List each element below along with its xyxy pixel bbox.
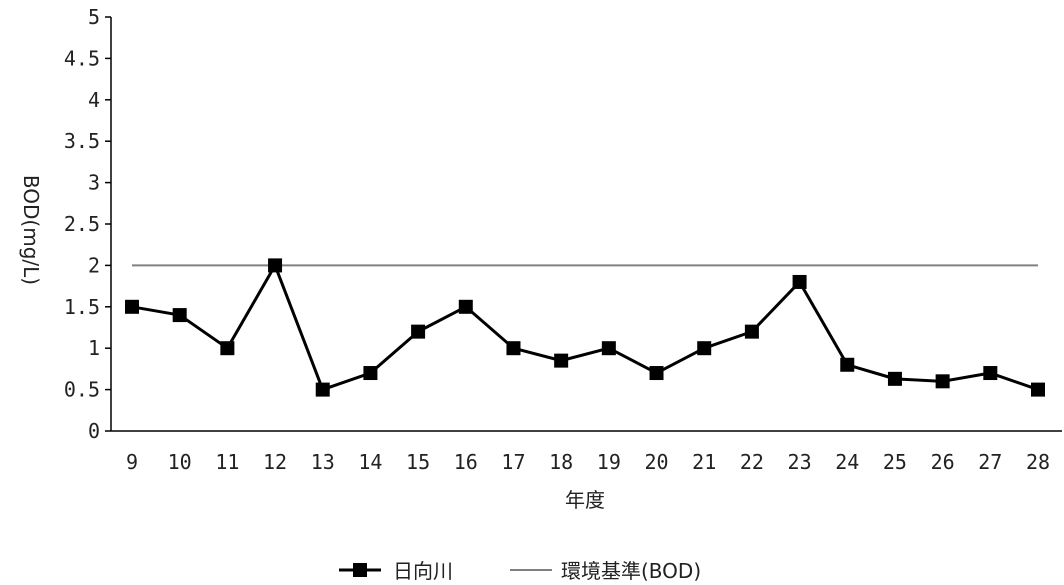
x-tick-label: 19: [597, 450, 621, 474]
y-tick-label: 2.5: [64, 212, 100, 236]
data-point-marker: [697, 341, 712, 356]
data-point-marker: [744, 324, 759, 339]
y-tick-label: 4: [88, 88, 100, 112]
data-point-marker: [268, 258, 283, 273]
series-layer: [125, 258, 1045, 397]
data-point-marker: [458, 299, 473, 314]
data-point-marker: [935, 374, 950, 389]
data-point-marker: [363, 366, 378, 381]
y-tick-label: 1.5: [64, 295, 100, 319]
x-tick-label: 13: [311, 450, 335, 474]
series-line-river: [131, 263, 1039, 392]
data-point-marker: [792, 274, 807, 289]
legend-item-nikko-river: 日向川: [339, 559, 453, 583]
data-point-marker: [887, 371, 902, 386]
data-point-marker: [172, 308, 187, 323]
x-tick-label: 21: [692, 450, 716, 474]
x-tick-label: 16: [454, 450, 478, 474]
data-point-marker: [983, 366, 998, 381]
data-point-marker: [125, 299, 139, 314]
x-tick-label: 28: [1026, 450, 1050, 474]
x-tick-label: 18: [549, 450, 573, 474]
x-tick-label: 11: [215, 450, 239, 474]
x-axis-title: 年度: [565, 488, 605, 512]
legend-label-environmental-standard: 環境基準(BOD): [561, 559, 701, 583]
x-tick-label: 20: [644, 450, 668, 474]
legend-marker-square-icon: [353, 563, 367, 577]
x-tick-label: 9: [126, 450, 138, 474]
series-0: [125, 258, 1045, 397]
plot-area: 0 0.5 1 1.5 2 2.5 3 3.5 4 4.5 5 9 10 11 12 13 14 15 16 17 1…: [64, 5, 1062, 474]
data-point-marker: [411, 324, 426, 339]
data-point-marker: [554, 353, 569, 368]
y-tick-label: 1: [88, 336, 100, 360]
x-tick-label: 14: [358, 450, 382, 474]
y-tick-label: 3.5: [64, 129, 100, 153]
data-point-marker: [649, 366, 664, 381]
y-axis-title: BOD(mg/L): [19, 175, 43, 285]
legend-label-nikko-river: 日向川: [393, 559, 453, 583]
y-tick-label: 0.5: [64, 378, 100, 402]
data-point-marker: [220, 341, 235, 356]
data-point-marker: [840, 357, 855, 372]
data-point-marker: [1031, 382, 1045, 397]
x-tick-label: 17: [501, 450, 525, 474]
x-tick-label: 10: [168, 450, 192, 474]
x-tick-label: 25: [883, 450, 907, 474]
data-point-marker: [506, 341, 521, 356]
y-tick-label: 5: [88, 5, 100, 29]
y-tick-label: 2: [88, 253, 100, 277]
x-tick-label: 12: [263, 450, 287, 474]
x-tick-label: 26: [931, 450, 955, 474]
x-tick-label: 23: [788, 450, 812, 474]
x-tick-label: 15: [406, 450, 430, 474]
data-point-marker: [315, 382, 330, 397]
y-tick-label: 3: [88, 171, 100, 195]
legend: 日向川 環境基準(BOD): [339, 559, 701, 583]
x-tick-label: 22: [740, 450, 764, 474]
x-tick-label: 27: [978, 450, 1002, 474]
y-axis-ticks: 0 0.5 1 1.5 2 2.5 3 3.5 4 4.5 5: [64, 5, 111, 443]
data-point-marker: [601, 341, 616, 356]
y-tick-label: 0: [88, 419, 100, 443]
x-axis-ticks: 9 10 11 12 13 14 15 16 17 18 19 20 21 22 23 24 25 26 27 28: [126, 450, 1050, 474]
x-tick-label: 24: [835, 450, 859, 474]
legend-item-environmental-standard: 環境基準(BOD): [510, 559, 701, 583]
y-tick-label: 4.5: [64, 46, 100, 70]
